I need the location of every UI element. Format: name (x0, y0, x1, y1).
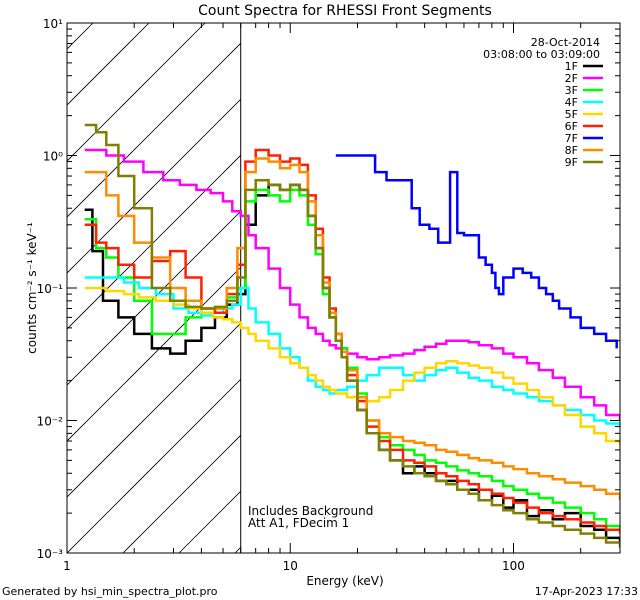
footer-timestamp: 17-Apr-2023 17:33 (535, 585, 638, 598)
x-tick-label: 10 (283, 559, 298, 573)
legend-label-4F: 4F (565, 96, 578, 109)
legend-label-7F: 7F (565, 132, 578, 145)
hatch-line (67, 23, 206, 162)
hatched-region (67, 23, 620, 553)
time-range-label: 03:08:00 to 03:09:00 (483, 48, 600, 61)
legend-label-9F: 9F (565, 156, 578, 169)
series-line-5F (84, 286, 620, 446)
legend-label-5F: 5F (565, 108, 578, 121)
x-tick-label: 100 (502, 559, 525, 573)
y-tick-label: 10⁰ (43, 150, 63, 164)
y-tick-label: 10¹ (43, 17, 63, 31)
date-label: 28-Oct-2014 (531, 36, 600, 49)
legend-label-3F: 3F (565, 84, 578, 97)
x-tick-label: 1 (63, 559, 71, 573)
chart-title: Count Spectra for RHESSI Front Segments (198, 3, 492, 19)
legend-label-1F: 1F (565, 60, 578, 73)
series-line-7F (335, 154, 618, 349)
y-tick-label: 10⁻² (37, 415, 64, 429)
legend-label-8F: 8F (565, 144, 578, 157)
footer-generated-by: Generated by hsi_min_spectra_plot.pro (2, 585, 218, 598)
annotation-attenuator: Att A1, FDecim 1 (248, 516, 349, 530)
hatch-line (67, 23, 318, 274)
hatch-mask (240, 23, 620, 553)
y-tick-label: 10⁻¹ (37, 282, 64, 296)
series-layer (84, 123, 620, 548)
series-line-9F (84, 123, 620, 548)
legend-label-6F: 6F (565, 120, 578, 133)
series-line-2F (84, 148, 620, 421)
y-axis-label: counts cm⁻² s⁻¹ keV⁻¹ (25, 222, 39, 354)
y-tick-label: 10⁻³ (37, 547, 64, 561)
annotation-background: Includes Background (248, 504, 373, 518)
hatch-line (67, 23, 262, 218)
axes: 1 10 100 10⁻³ 10⁻² 10⁻¹ 10⁰ 10¹ (37, 17, 621, 573)
x-axis-label: Energy (keV) (306, 574, 383, 588)
legend-label-2F: 2F (565, 72, 578, 85)
